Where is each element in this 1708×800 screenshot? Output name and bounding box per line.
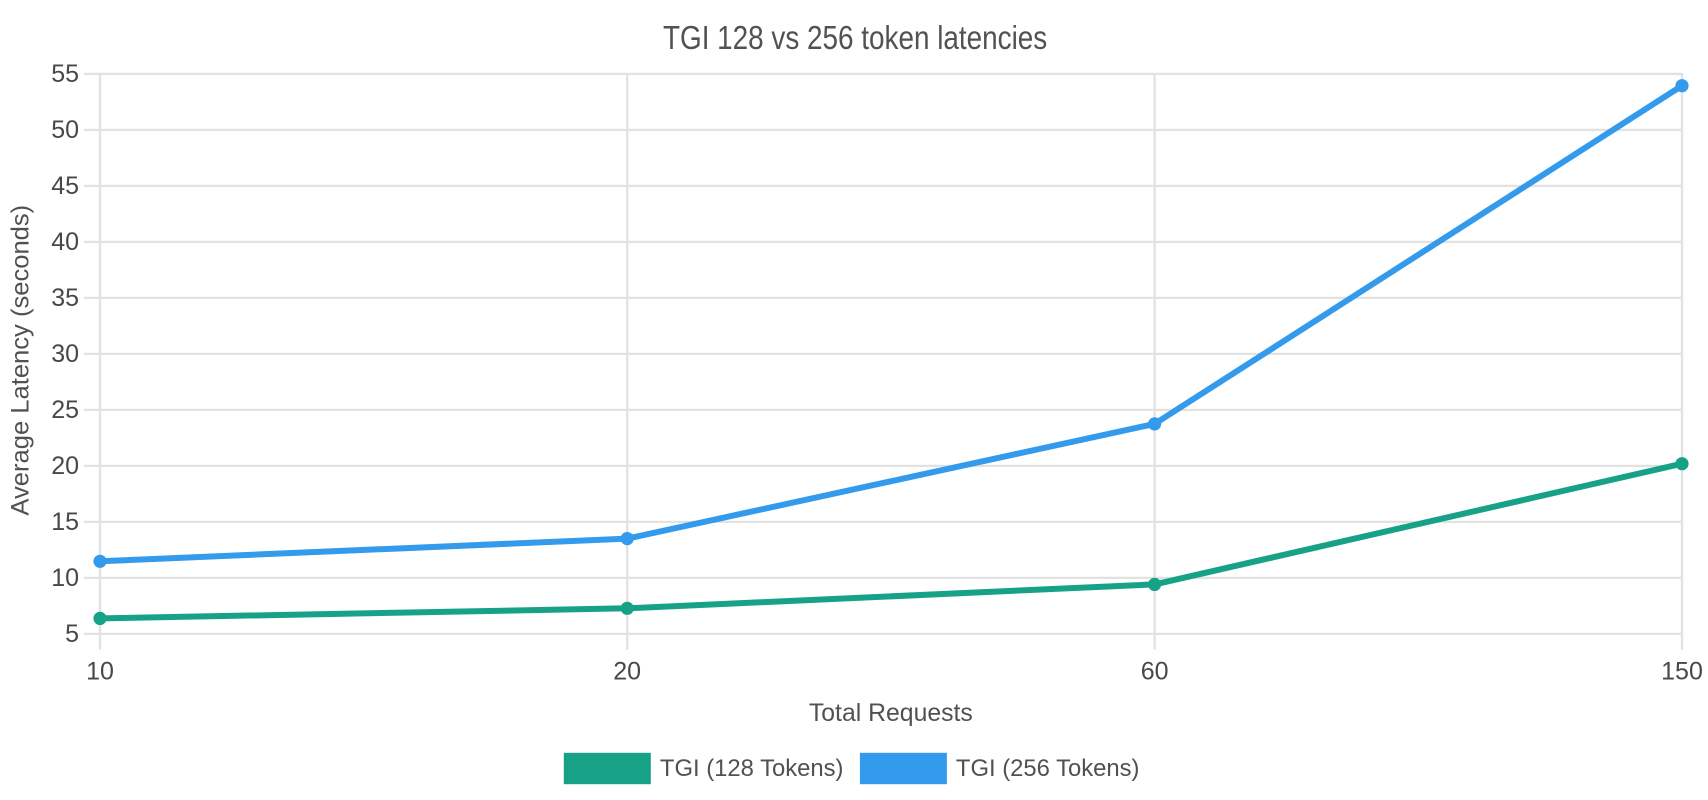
svg-text:Average Latency (seconds): Average Latency (seconds) [7,205,35,516]
svg-text:55: 55 [51,60,79,88]
svg-text:20: 20 [51,452,79,480]
svg-text:25: 25 [51,396,79,424]
svg-text:60: 60 [1141,657,1169,685]
svg-text:40: 40 [51,228,79,256]
svg-text:TGI 128 vs 256 token latencies: TGI 128 vs 256 token latencies [663,19,1047,56]
svg-text:50: 50 [51,116,79,144]
svg-text:150: 150 [1661,657,1703,685]
svg-text:TGI (256 Tokens): TGI (256 Tokens) [956,755,1140,782]
svg-text:30: 30 [51,340,79,368]
svg-text:45: 45 [51,172,79,200]
svg-text:20: 20 [613,657,641,685]
svg-text:15: 15 [51,508,79,536]
svg-text:Total Requests: Total Requests [809,699,973,727]
svg-text:10: 10 [51,564,79,592]
svg-text:TGI (128 Tokens): TGI (128 Tokens) [660,755,844,782]
svg-text:10: 10 [86,657,114,685]
svg-text:5: 5 [65,620,79,648]
svg-text:35: 35 [51,284,79,312]
